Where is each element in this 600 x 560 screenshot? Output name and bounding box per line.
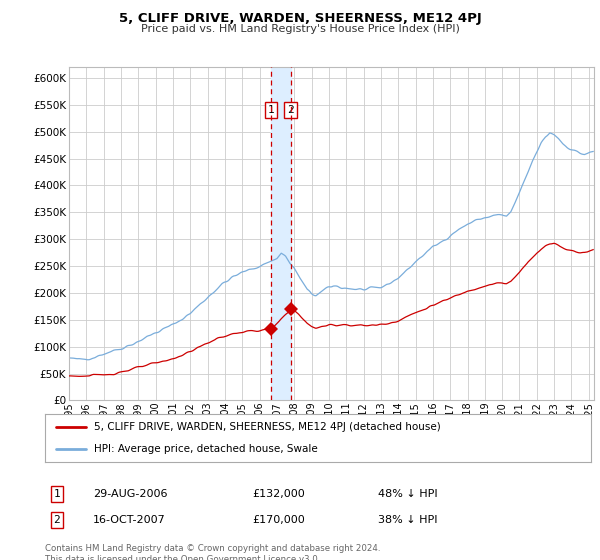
Text: £132,000: £132,000 <box>252 489 305 499</box>
Text: 48% ↓ HPI: 48% ↓ HPI <box>378 489 437 499</box>
Text: 16-OCT-2007: 16-OCT-2007 <box>93 515 166 525</box>
Text: 38% ↓ HPI: 38% ↓ HPI <box>378 515 437 525</box>
Text: Price paid vs. HM Land Registry's House Price Index (HPI): Price paid vs. HM Land Registry's House … <box>140 24 460 34</box>
Text: 1: 1 <box>53 489 61 499</box>
Text: 29-AUG-2006: 29-AUG-2006 <box>93 489 167 499</box>
Text: 2: 2 <box>53 515 61 525</box>
Text: £170,000: £170,000 <box>252 515 305 525</box>
Text: 5, CLIFF DRIVE, WARDEN, SHEERNESS, ME12 4PJ: 5, CLIFF DRIVE, WARDEN, SHEERNESS, ME12 … <box>119 12 481 25</box>
Text: Contains HM Land Registry data © Crown copyright and database right 2024.
This d: Contains HM Land Registry data © Crown c… <box>45 544 380 560</box>
Bar <box>271 67 290 400</box>
Text: 2: 2 <box>287 105 294 115</box>
Text: 1: 1 <box>268 105 275 115</box>
Text: 5, CLIFF DRIVE, WARDEN, SHEERNESS, ME12 4PJ (detached house): 5, CLIFF DRIVE, WARDEN, SHEERNESS, ME12 … <box>94 422 441 432</box>
Text: HPI: Average price, detached house, Swale: HPI: Average price, detached house, Swal… <box>94 444 318 454</box>
